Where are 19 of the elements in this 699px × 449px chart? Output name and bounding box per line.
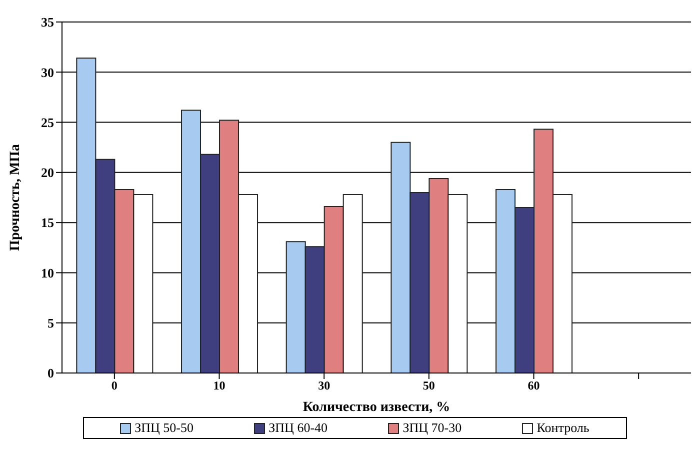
y-tick-label: 5 [48, 315, 54, 330]
y-axis-title: Прочность, МПа [8, 144, 23, 251]
y-tick-label: 15 [41, 215, 54, 230]
y-tick-label: 10 [41, 265, 54, 280]
legend-label: ЗПЦ 50-50 [134, 420, 194, 436]
y-tick-label: 25 [41, 114, 54, 130]
x-axis-title: Количество извести, % [302, 400, 450, 415]
legend-label: ЗПЦ 60-40 [268, 420, 328, 436]
y-tick-label: 35 [41, 14, 54, 30]
x-tick-label: 50 [422, 378, 435, 393]
legend-label: Контроль [536, 420, 590, 436]
legend-label: ЗПЦ 70-30 [402, 420, 462, 436]
x-tick-label: 10 [213, 378, 226, 393]
x-tick-label: 0 [111, 378, 118, 393]
x-tick-label: 30 [318, 378, 330, 393]
y-tick-label: 20 [41, 165, 54, 180]
x-tick-label: 60 [528, 378, 540, 393]
y-tick-label: 30 [41, 64, 54, 80]
y-tick-label: 0 [48, 366, 54, 381]
